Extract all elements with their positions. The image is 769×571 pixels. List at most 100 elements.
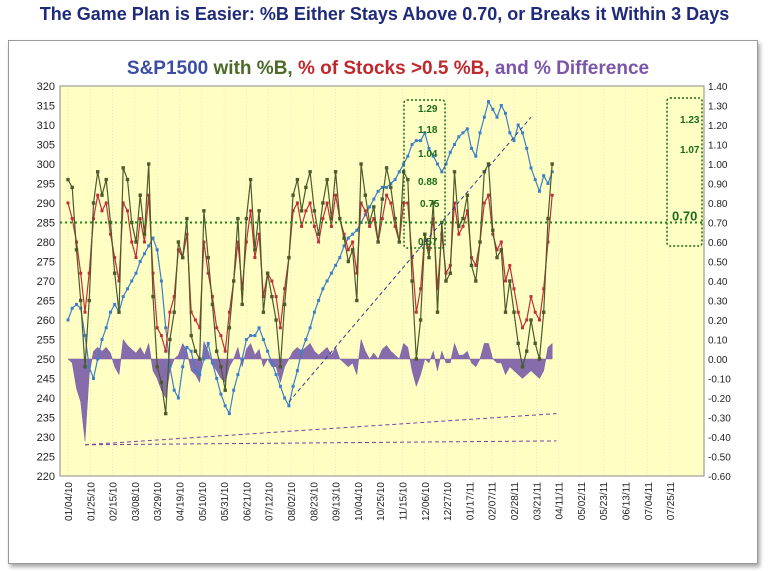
x-tick-label: 05/31/10 [220, 482, 231, 521]
pct-stocks-point [210, 295, 214, 299]
pct-stocks-point [380, 217, 384, 221]
sp1500-point [261, 338, 265, 341]
pct-stocks-point [525, 318, 529, 322]
pct-stocks-point [244, 240, 248, 244]
pctb-point [486, 162, 491, 166]
sp1500-point [512, 139, 516, 143]
y-right-tick-label: 0.40 [708, 277, 728, 288]
pctb-point [406, 177, 410, 182]
sp1500-point [295, 369, 299, 373]
pctb-point [350, 248, 355, 252]
sp1500-point [266, 349, 270, 353]
pct-stocks-point [79, 271, 83, 275]
sp1500-point [134, 271, 138, 275]
x-tick-label: 02/15/10 [109, 482, 120, 521]
y-left-tick-label: 285 [37, 218, 55, 230]
pct-stocks-point [151, 271, 155, 275]
x-tick-label: 08/23/10 [309, 482, 320, 521]
sp1500-point [338, 256, 342, 260]
sp1500-point [533, 178, 537, 182]
pctb-point [495, 255, 499, 260]
pctb-point [542, 310, 546, 314]
sp1500-point [274, 373, 278, 377]
pct-stocks-point [168, 310, 172, 314]
pctb-point [329, 216, 334, 221]
sp1500-point [291, 384, 295, 388]
sp1500-point [172, 388, 176, 392]
pctb-point [248, 177, 253, 182]
pctb-point [206, 255, 210, 260]
x-tick-label: 10/25/10 [376, 482, 387, 521]
sp1500-point [130, 279, 134, 283]
pctb-point [236, 216, 240, 221]
y-right-tick-label: 1.40 [708, 82, 728, 93]
sp1500-point [104, 326, 108, 330]
pct-stocks-point [270, 279, 274, 283]
pct-stocks-point [453, 201, 456, 205]
x-tick-label: 11/15/10 [399, 482, 410, 521]
pct-stocks-point [385, 193, 389, 197]
pct-stocks-point [240, 287, 244, 291]
pctb-point [355, 298, 359, 303]
y-left-tick-label: 230 [37, 432, 55, 444]
sp1500-point [70, 306, 74, 310]
pct-stocks-point [329, 224, 333, 228]
y-right-tick-label: 1.10 [708, 141, 728, 152]
pctb-point [185, 216, 189, 221]
y-right-tick-label: 0.20 [708, 316, 728, 327]
annotation-label: 0.88 [418, 177, 438, 188]
pct-stocks-point [278, 326, 282, 330]
sp1500-point [283, 396, 287, 400]
pct-stocks-point [529, 295, 533, 299]
y-right-tick-label: 0.90 [708, 180, 728, 191]
annotation-box-right [666, 97, 703, 247]
pct-stocks-point [317, 240, 321, 244]
sp1500-point [546, 182, 550, 185]
sp1500-point [419, 139, 423, 143]
sp1500-point [325, 279, 329, 283]
y-right-tick-label: -0.50 [708, 453, 731, 464]
x-axis: 01/04/10 01/25/10 02/15/10 03/08/10 03/29/10… [64, 482, 677, 521]
pct-stocks-point [427, 248, 431, 252]
pctb-point [461, 216, 465, 221]
x-tick-label: 01/04/10 [64, 482, 75, 521]
pct-stocks-point [283, 287, 287, 291]
x-tick-label: 01/25/10 [86, 482, 97, 521]
pctb-point [346, 259, 350, 264]
pctb-point [176, 240, 181, 244]
pctb-point [393, 216, 397, 221]
pct-stocks-point [351, 240, 355, 244]
sp1500-point [470, 146, 473, 150]
sp1500-point [427, 146, 431, 150]
pctb-point [147, 162, 151, 166]
pctb-point [474, 279, 478, 283]
sp1500-point [457, 135, 461, 139]
y-right-tick-label: 1.20 [708, 121, 728, 132]
pctb-point [261, 310, 266, 314]
sp1500-point [126, 287, 129, 291]
sp1500-point [223, 404, 227, 408]
y-right-tick-label: -0.20 [708, 394, 731, 405]
pct-stocks-point [436, 287, 439, 291]
sp1500-point [508, 131, 512, 135]
sp1500-point [346, 236, 350, 240]
pctb-point [499, 248, 503, 252]
y-right-tick-label: 1.30 [708, 102, 728, 113]
pctb-point [291, 193, 295, 197]
pctb-point [448, 271, 452, 275]
sp1500-point [474, 154, 478, 158]
pct-stocks-point [87, 271, 91, 275]
pctb-point [282, 302, 287, 307]
pct-stocks-point [83, 310, 87, 314]
pctb-point [265, 271, 270, 275]
pctb-point [299, 209, 304, 213]
pctb-point [452, 170, 457, 174]
pct-stocks-point [457, 232, 461, 236]
sp1500-point [75, 302, 78, 306]
pct-stocks-point [355, 271, 359, 275]
sp1500-point [185, 345, 189, 349]
sp1500-point [206, 341, 210, 345]
pct-stocks-point [504, 279, 507, 283]
sp1500-point [334, 263, 338, 267]
pctb-point [469, 263, 474, 268]
